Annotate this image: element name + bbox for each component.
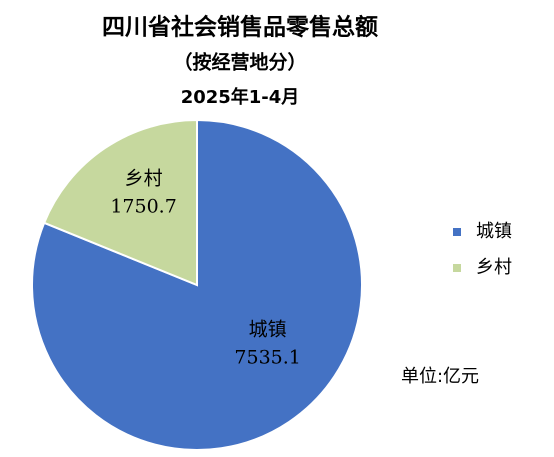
- pie-slice: [31, 118, 363, 451]
- chart-subtitle: （按经营地分）: [173, 51, 306, 74]
- legend-label: 城镇: [476, 221, 512, 242]
- legend-label: 乡村: [476, 257, 512, 278]
- chart-title: 四川省社会销售品零售总额: [102, 14, 378, 41]
- chart-period: 2025年1-4月: [181, 86, 300, 108]
- slice-category-label: 城镇: [249, 318, 287, 340]
- unit-note: 单位:亿元: [401, 366, 479, 387]
- slice-value-label: 7535.1: [234, 346, 300, 368]
- legend-swatch: [453, 264, 461, 272]
- slice-category-label: 乡村: [125, 168, 163, 190]
- pie-slice: [42, 118, 198, 287]
- slice-value-label: 1750.7: [110, 196, 176, 218]
- legend-swatch: [453, 228, 461, 236]
